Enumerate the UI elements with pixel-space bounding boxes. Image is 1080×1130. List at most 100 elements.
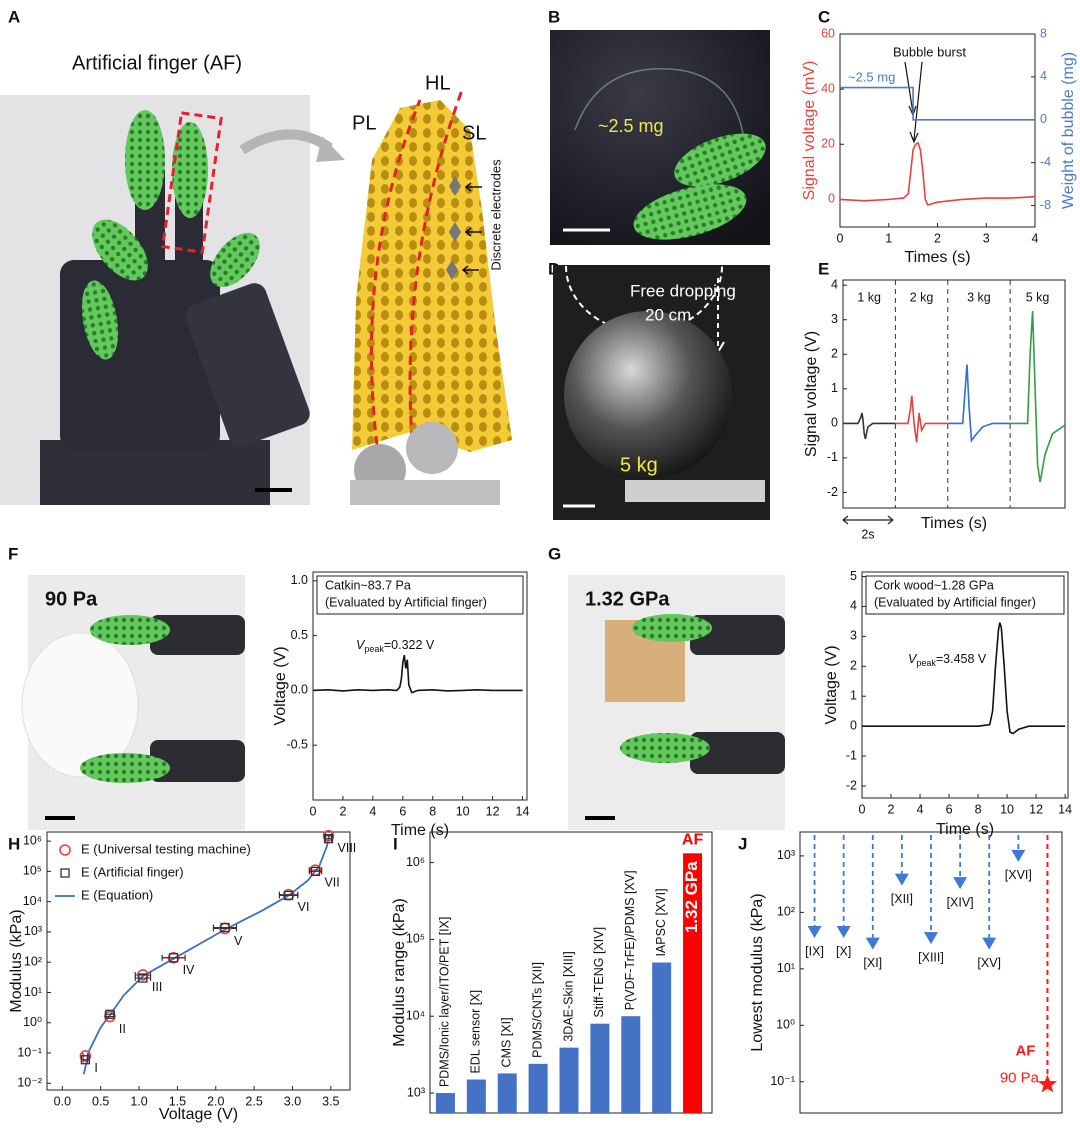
panel-label: I — [393, 834, 398, 853]
y2-tick-label: 0 — [1040, 112, 1047, 126]
x-tick-label: P(VDF-TrFE)/PDMS [XV] — [623, 870, 637, 1010]
y-tick-label: 10⁶ — [23, 833, 42, 847]
y-tick-label: 10⁻¹ — [770, 1074, 795, 1088]
y-tick-label: -0.5 — [286, 737, 308, 751]
panel-f: F 90 Pa — [8, 544, 245, 830]
data-point — [283, 890, 294, 901]
y-tick-label: 4 — [831, 277, 838, 291]
point-label: [XIV] — [947, 895, 974, 909]
y-axis-label: Signal voltage (mV) — [801, 61, 818, 201]
panel-g: G 1.32 GPa — [548, 544, 785, 830]
y-axis-label: Voltage (V) — [823, 645, 840, 724]
legend-marker — [60, 868, 70, 878]
layer-line — [369, 99, 422, 446]
y-tick-label: 10⁵ — [23, 864, 42, 878]
x-tick-label: 3.5 — [322, 1094, 339, 1108]
x-tick-label: 14 — [516, 804, 530, 818]
point-label: [XIII] — [918, 950, 944, 964]
plot-frame — [46, 831, 351, 1091]
annotation: ~2.5 mg — [848, 69, 895, 84]
y-tick-label: 10⁴ — [406, 1009, 425, 1023]
x-tick-label: 4 — [917, 802, 924, 816]
data-line — [947, 364, 1011, 443]
data-point — [137, 969, 149, 981]
peak-label: Vpeak=3.458 V — [908, 652, 987, 668]
plot-frame — [799, 831, 1063, 1114]
panel-label: B — [548, 7, 560, 26]
highlight-box — [161, 111, 223, 254]
y-tick-label: 10⁰ — [776, 1018, 795, 1032]
y-tick-label: 1.0 — [291, 573, 308, 587]
x-tick-label: 4 — [369, 804, 376, 818]
note-line: Cork wood~1.28 GPa — [874, 578, 994, 592]
peak-symbol: V — [356, 638, 366, 652]
x-tick-label: 1 — [885, 231, 892, 245]
section-label: 5 kg — [1026, 290, 1050, 304]
y-tick-label: 20 — [821, 137, 835, 151]
y2-tick-label: 4 — [1040, 69, 1047, 83]
x-tick-label: PDMS/CNTs [XII] — [530, 962, 544, 1058]
green-finger — [632, 614, 712, 642]
data-point — [220, 922, 230, 933]
data-point — [953, 877, 968, 890]
green-finger — [172, 122, 208, 218]
peak-label: Vpeak=0.322 V — [356, 638, 435, 654]
y-axis-label: Voltage (V) — [272, 646, 289, 725]
x-tick-label: 2 — [339, 804, 346, 818]
robot-thumb — [185, 283, 310, 447]
electrode-arrows — [461, 182, 482, 275]
y-tick-label: 10³ — [407, 1085, 425, 1099]
layer-line — [408, 89, 464, 441]
x-tick-label: EDL sensor [X] — [469, 990, 483, 1074]
robot-finger — [690, 732, 785, 774]
y-axis-label: Lowest modulus (kPa) — [749, 893, 766, 1051]
green-finger — [674, 133, 766, 187]
drop-height: 20 cm — [645, 305, 691, 324]
y-tick-label: 2 — [850, 659, 857, 673]
error-bar — [278, 892, 299, 899]
y-tick-label: 1 — [850, 689, 857, 703]
x-tick-label: 10 — [456, 804, 470, 818]
y2-tick-label: -8 — [1040, 198, 1051, 212]
x-tick-label: 2 — [888, 802, 895, 816]
green-finger — [620, 733, 710, 763]
panel-label: H — [8, 834, 20, 853]
x-axis-label: Time (s) — [936, 821, 994, 838]
x-tick-label: PDMS/Ionic layer/ITO/PET [IX] — [438, 917, 452, 1087]
data-line — [839, 141, 1036, 206]
peak-subscript: peak — [916, 658, 936, 668]
drop-label: Free dropping — [630, 281, 736, 300]
data-point — [836, 925, 851, 938]
x-tick-label: 12 — [1029, 802, 1043, 816]
peak-text: =0.322 V — [384, 638, 435, 652]
x-axis-label: Times (s) — [904, 249, 970, 266]
peak-symbol: V — [908, 652, 918, 666]
bar — [652, 962, 672, 1113]
x-tick-label: 12 — [486, 804, 500, 818]
y-tick-label: 2 — [831, 347, 838, 361]
data-point — [1037, 1074, 1057, 1093]
catkin — [21, 632, 139, 778]
data-line — [862, 622, 1066, 735]
y-tick-label: -1 — [846, 748, 857, 762]
layer-label: HL — [425, 72, 451, 94]
point-label: [XII] — [891, 892, 913, 906]
bar — [435, 1093, 455, 1113]
fit-line — [82, 834, 331, 1075]
data-point — [310, 866, 321, 877]
note-line: Catkin~83.7 Pa — [325, 578, 411, 592]
x-tick-label: 8 — [429, 804, 436, 818]
plot-frame — [842, 279, 1066, 509]
y-tick-label: 10² — [777, 905, 795, 919]
point-label: VI — [298, 900, 310, 914]
layer-label: PL — [352, 112, 376, 134]
note-box — [316, 575, 524, 615]
panel-d: D Free dropping 20 cm 5 kg — [548, 259, 770, 520]
y-tick-label: 3 — [831, 312, 838, 326]
y-tick-label: 40 — [821, 81, 835, 95]
data-point — [138, 973, 148, 983]
error-bar — [134, 975, 152, 982]
bar — [559, 1047, 579, 1113]
robot-palm — [60, 260, 220, 450]
x-tick-label: 2.5 — [245, 1094, 262, 1108]
